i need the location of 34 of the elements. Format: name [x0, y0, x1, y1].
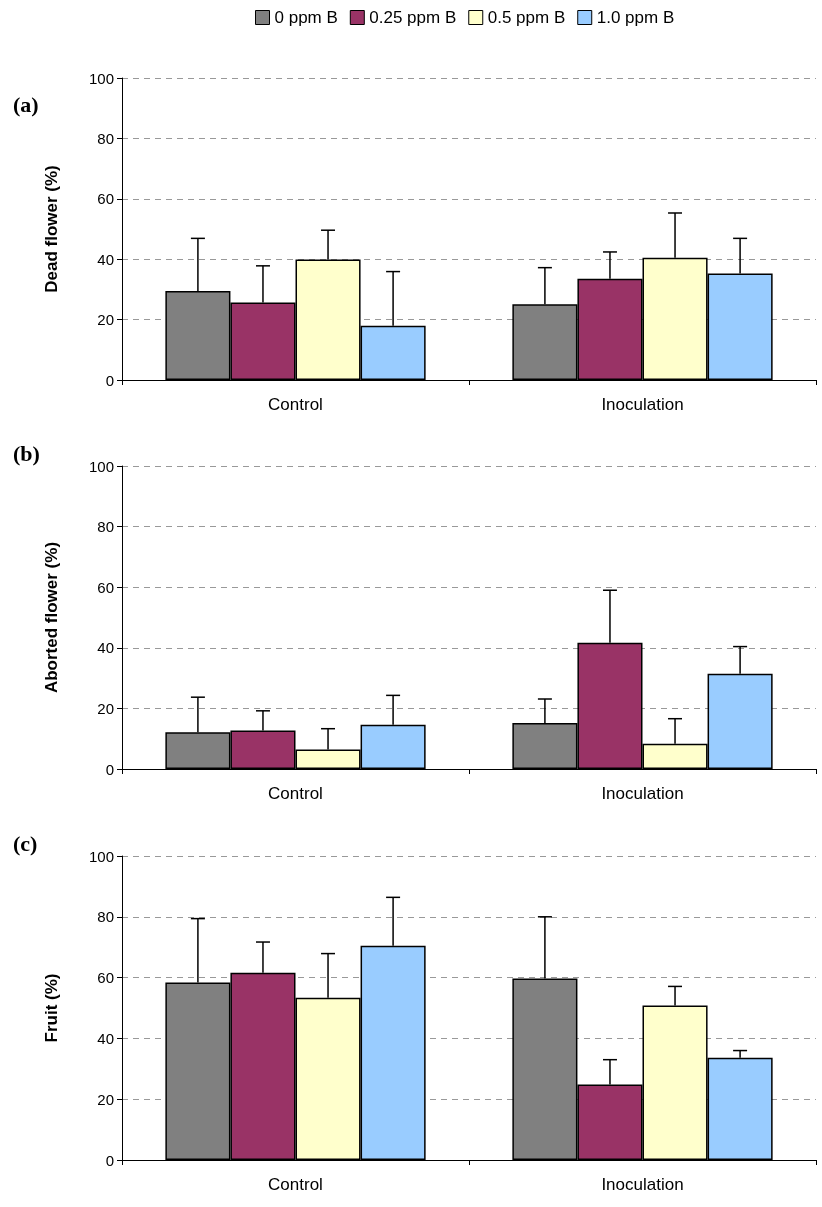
y-tick-label: 0: [105, 760, 114, 778]
legend-label: 0.5 ppm B: [487, 8, 566, 27]
chart-title: (c): [13, 830, 38, 856]
y-tick-label: 100: [88, 69, 114, 87]
y-axis-title: Fruit (%): [42, 973, 61, 1043]
y-axis-title: Aborted flower (%): [42, 541, 61, 694]
legend-label: 0 ppm B: [274, 8, 338, 27]
y-axis-title: Dead flower (%): [42, 165, 61, 293]
legend-label: 0.25 ppm B: [369, 8, 457, 27]
x-tick-label: Inoculation: [601, 784, 684, 803]
y-tick-label: 100: [88, 847, 114, 865]
chart-title: (b): [13, 440, 40, 466]
y-tick-label: 40: [97, 1029, 114, 1047]
x-tick-label: Inoculation: [601, 1175, 684, 1194]
x-tick-label: Control: [268, 395, 323, 414]
y-tick-label: 60: [97, 190, 114, 208]
y-tick-label: 40: [97, 250, 114, 268]
y-tick-label: 0: [105, 371, 114, 389]
y-tick-label: 40: [97, 639, 114, 657]
y-tick-label: 20: [97, 1090, 114, 1108]
y-tick-label: 60: [97, 969, 114, 987]
x-tick-label: Inoculation: [601, 395, 684, 414]
y-tick-label: 20: [97, 311, 114, 329]
y-tick-label: 60: [97, 578, 114, 596]
y-tick-label: 80: [97, 518, 114, 536]
x-tick-label: Control: [268, 1175, 323, 1194]
y-tick-label: 0: [105, 1151, 114, 1169]
legend-label: 1.0 ppm B: [596, 8, 675, 27]
y-tick-label: 80: [97, 129, 114, 147]
x-tick-label: Control: [268, 784, 323, 803]
y-tick-label: 100: [88, 457, 114, 475]
y-tick-label: 20: [97, 699, 114, 717]
text: (a): [13, 91, 39, 117]
y-tick-label: 80: [97, 908, 114, 926]
